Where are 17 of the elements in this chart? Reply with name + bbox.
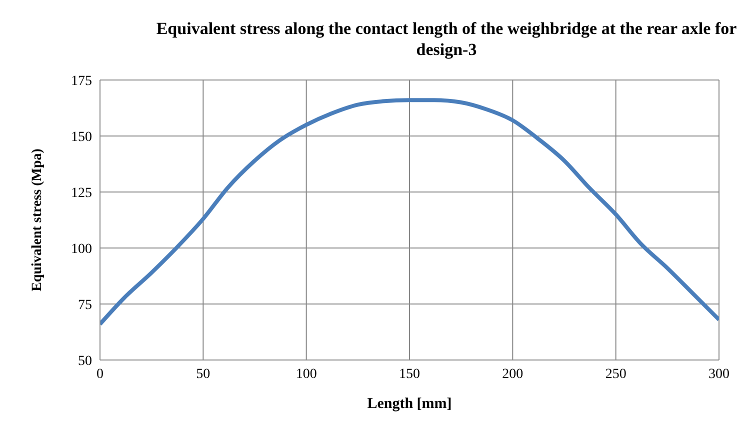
x-tick-label: 200	[502, 366, 524, 382]
y-tick-label: 100	[71, 242, 92, 257]
x-tick-label: 50	[196, 366, 210, 382]
line-series	[100, 98, 719, 326]
x-axis-title: Length [mm]	[367, 396, 452, 412]
chart-title: Equivalent stress along the contact length of the weighbridge at the rear axle for design-3	[155, 18, 738, 60]
x-tick-label: 100	[296, 366, 317, 382]
x-tick-label: 300	[708, 366, 730, 382]
x-tick-label: 250	[605, 366, 626, 382]
x-tick-label: 0	[96, 366, 104, 382]
x-tick-label: 150	[399, 366, 420, 382]
y-tick-label: 125	[71, 186, 92, 201]
y-tick-label: 50	[78, 354, 92, 369]
y-tick-label: 175	[71, 74, 92, 89]
y-axis-title: Equivalent stress (Mpa)	[30, 148, 45, 292]
y-tick-label: 75	[78, 298, 92, 313]
y-tick-label: 150	[71, 130, 92, 145]
